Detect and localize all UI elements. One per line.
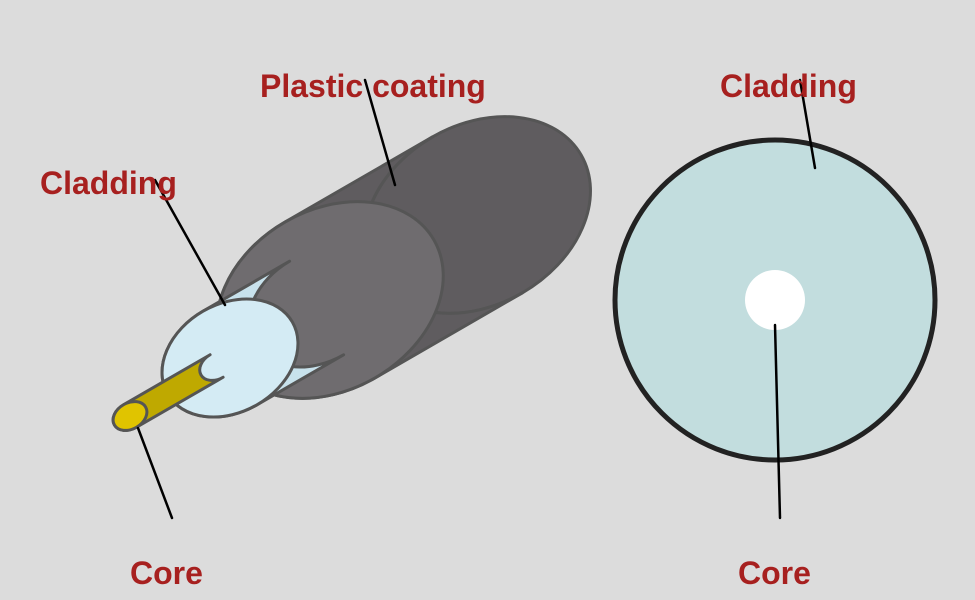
label-cladding-right: Cladding bbox=[720, 68, 857, 105]
label-plastic-coating: Plastic coating bbox=[260, 68, 486, 105]
label-cladding-left: Cladding bbox=[40, 165, 177, 202]
label-core-right: Core bbox=[738, 555, 811, 592]
label-core-left: Core bbox=[130, 555, 203, 592]
